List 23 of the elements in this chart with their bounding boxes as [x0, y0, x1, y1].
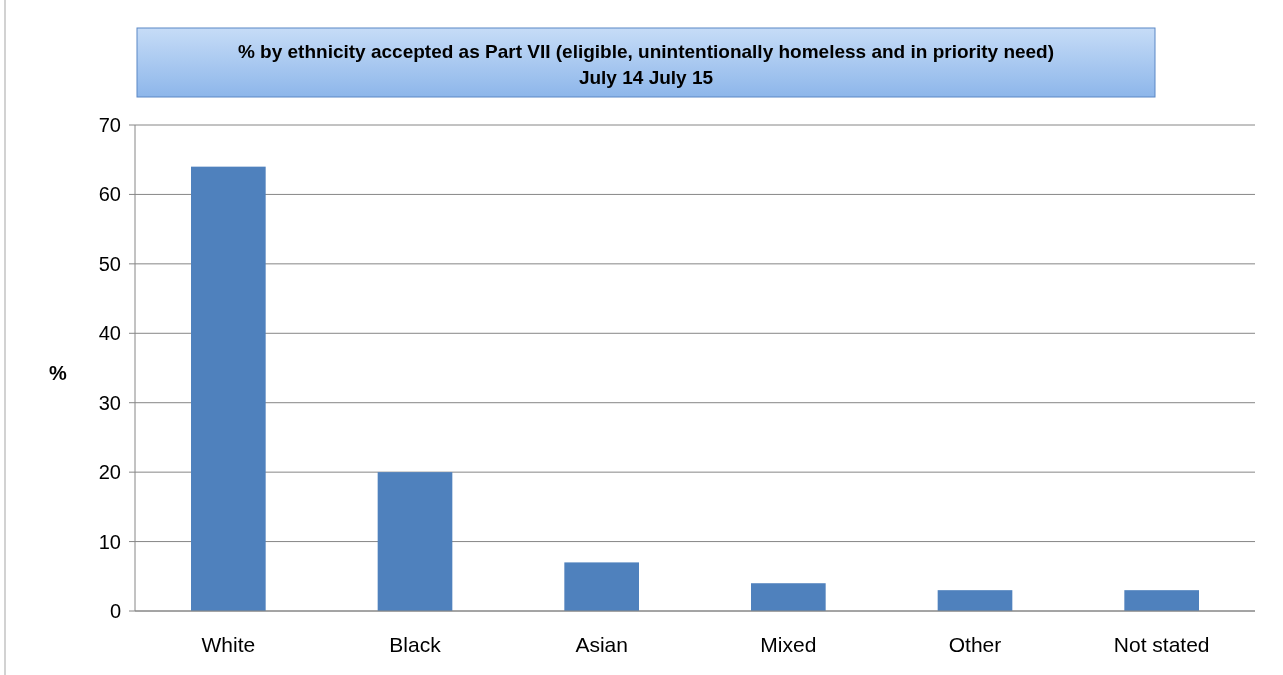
- bar: [564, 562, 639, 611]
- y-tick-label: 60: [98, 183, 121, 206]
- x-tick-label: Not stated: [1113, 633, 1210, 656]
- bar: [1124, 590, 1199, 611]
- y-tick-label: 0: [109, 600, 121, 622]
- bar: [937, 590, 1013, 611]
- bar: [377, 472, 453, 611]
- y-tick-label: 70: [98, 114, 121, 136]
- y-axis-title: %: [49, 362, 68, 384]
- y-tick-label: 50: [98, 252, 121, 275]
- y-tick-label: 20: [98, 461, 121, 484]
- y-tick-label: 10: [98, 530, 121, 553]
- x-tick-label: Other: [948, 633, 1002, 656]
- chart-subtitle: July 14 July 15: [578, 67, 714, 88]
- bar: [191, 166, 266, 611]
- x-tick-label: Mixed: [760, 633, 817, 656]
- y-tick-label: 40: [98, 322, 121, 345]
- x-tick-label: White: [201, 633, 256, 656]
- chart-title: % by ethnicity accepted as Part VII (eligible, unintentionally homeless and in priority need): [237, 41, 1055, 62]
- y-tick-label: 30: [98, 391, 121, 414]
- bar: [751, 583, 826, 611]
- x-tick-label: Black: [389, 633, 442, 656]
- x-tick-label: Asian: [575, 633, 628, 656]
